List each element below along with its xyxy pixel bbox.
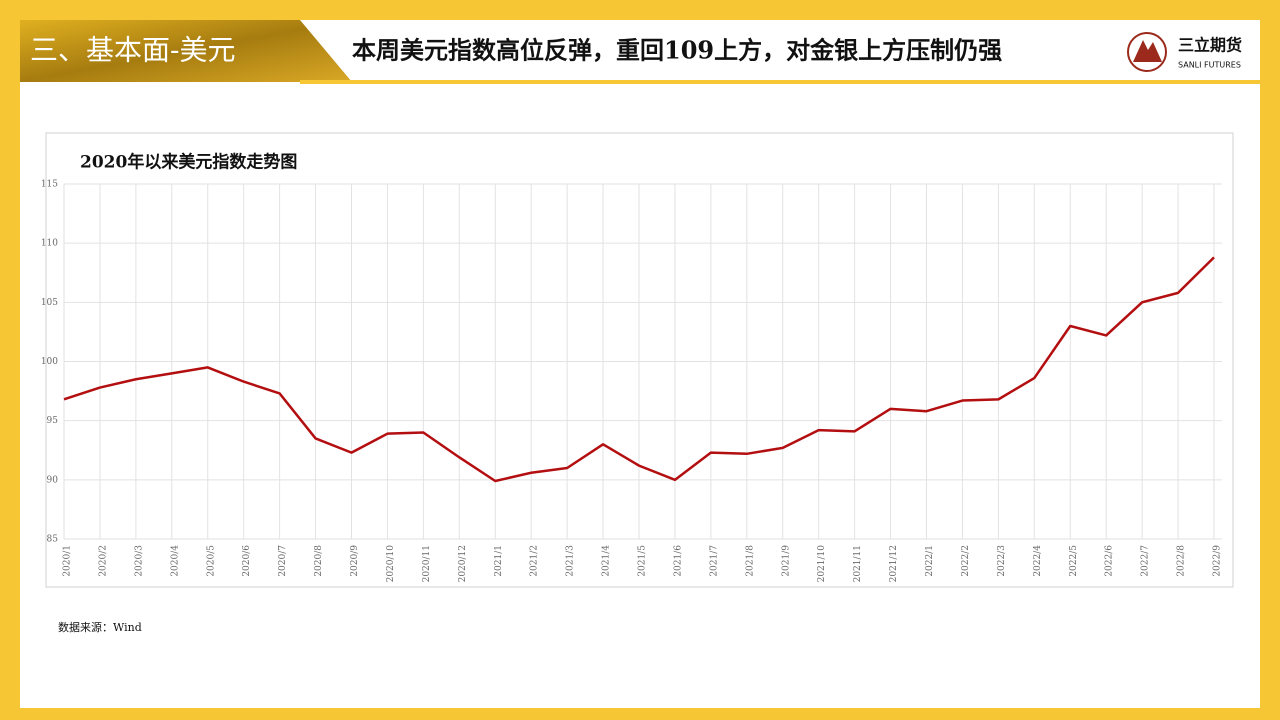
x-tick-label: 2022/1 — [925, 545, 935, 577]
header-rule — [300, 80, 1260, 84]
x-tick-label: 2020/6 — [242, 545, 252, 577]
x-tick-label: 2022/8 — [1177, 545, 1187, 577]
section-title: 三、基本面-美元 — [30, 34, 235, 67]
x-tick-label: 2020/12 — [458, 545, 468, 582]
section-box — [20, 20, 352, 82]
series-line — [63, 256, 1215, 483]
y-tick-label: 110 — [41, 239, 58, 249]
x-tick-label: 2020/11 — [422, 545, 432, 582]
y-tick-label: 115 — [41, 180, 58, 190]
x-tick-label: 2020/9 — [350, 545, 360, 577]
logo-ring — [1127, 32, 1167, 72]
x-tick-label: 2021/4 — [602, 545, 612, 577]
x-tick-label: 2021/3 — [566, 545, 576, 577]
x-tick-label: 2021/1 — [494, 545, 504, 577]
x-tick-label: 2020/8 — [314, 545, 324, 577]
slide-title: 本周美元指数高位反弹，重回109上方，对金银上方压制仍强 — [352, 36, 1002, 65]
x-tick-label: 2022/9 — [1213, 545, 1223, 577]
y-tick-label: 105 — [41, 298, 58, 308]
chart-title: 2020年以来美元指数走势图 — [80, 152, 297, 173]
source-note: 数据来源：Wind — [58, 620, 142, 634]
x-tick-label: 2021/11 — [853, 545, 863, 582]
x-tick-label: 2022/6 — [1105, 545, 1115, 577]
logo-name: 三立期货 — [1178, 36, 1242, 55]
x-tick-label: 2022/2 — [961, 545, 971, 577]
x-tick-label: 2020/2 — [98, 545, 108, 577]
x-tick-label: 2020/1 — [63, 545, 73, 577]
x-tick-label: 2020/4 — [170, 545, 180, 577]
x-tick-label: 2020/7 — [278, 545, 288, 577]
x-tick-label: 2022/4 — [1033, 545, 1043, 577]
x-tick-label: 2020/3 — [134, 545, 144, 577]
y-tick-label: 90 — [47, 475, 59, 485]
logo-mark — [1133, 40, 1162, 62]
x-tick-label: 2021/10 — [817, 545, 827, 583]
x-tick-label: 2021/9 — [781, 545, 791, 577]
x-tick-label: 2021/6 — [673, 545, 683, 577]
x-tick-label: 2022/5 — [1069, 545, 1079, 577]
x-tick-label: 2020/5 — [206, 545, 216, 577]
x-tick-label: 2021/7 — [709, 545, 719, 577]
x-tick-label: 2021/12 — [889, 545, 899, 582]
y-tick-label: 100 — [41, 357, 58, 367]
x-tick-label: 2020/10 — [386, 545, 396, 583]
x-tick-label: 2022/3 — [997, 545, 1007, 577]
x-tick-label: 2021/2 — [530, 545, 540, 577]
x-tick-label: 2021/5 — [638, 545, 648, 577]
x-tick-label: 2021/8 — [745, 545, 755, 577]
x-tick-label: 2022/7 — [1141, 545, 1151, 577]
y-tick-label: 85 — [47, 535, 59, 545]
y-tick-label: 95 — [47, 416, 59, 426]
logo-sub: SANLI FUTURES — [1178, 61, 1241, 70]
